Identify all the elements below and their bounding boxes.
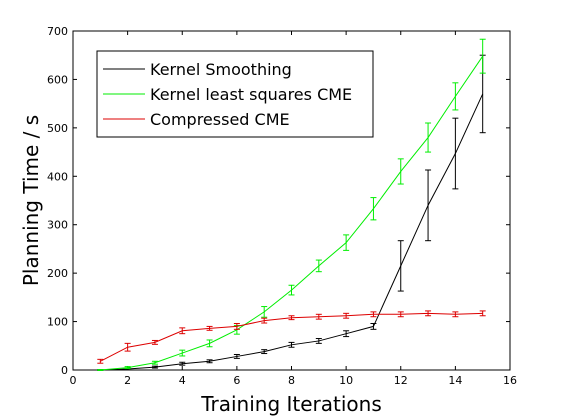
y-tick-label: 300 <box>47 219 68 232</box>
y-tick-label: 600 <box>47 73 68 86</box>
x-axis-label: Training Iterations <box>200 392 382 416</box>
x-tick-label: 6 <box>233 374 240 387</box>
x-tick-label: 12 <box>394 374 408 387</box>
y-tick-label: 200 <box>47 267 68 280</box>
y-tick-label: 400 <box>47 170 68 183</box>
y-tick-label: 500 <box>47 122 68 135</box>
x-tick-label: 16 <box>503 374 517 387</box>
x-tick-label: 0 <box>70 374 77 387</box>
x-tick-label: 10 <box>339 374 353 387</box>
legend-label: Compressed CME <box>150 110 290 129</box>
x-tick-label: 8 <box>288 374 295 387</box>
legend-label: Kernel least squares CME <box>150 85 352 104</box>
x-tick-label: 4 <box>179 374 186 387</box>
y-axis-label: Planning Time / s <box>19 115 43 286</box>
y-tick-label: 0 <box>61 364 68 377</box>
y-tick-label: 700 <box>47 25 68 38</box>
error-bar <box>97 370 103 371</box>
x-tick-label: 14 <box>448 374 462 387</box>
y-tick-label: 100 <box>47 316 68 329</box>
x-tick-label: 2 <box>124 374 131 387</box>
legend: Kernel Smoothing Kernel least squares CME… <box>97 51 373 137</box>
legend-label: Kernel Smoothing <box>150 60 292 79</box>
